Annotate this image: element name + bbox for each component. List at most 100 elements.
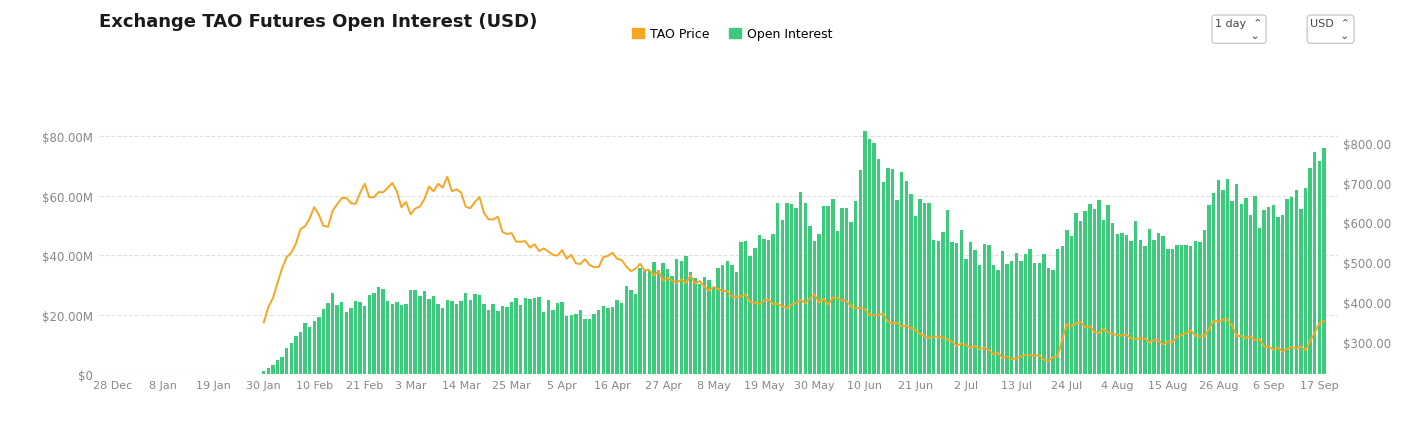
- Bar: [1239, 204, 1243, 374]
- Bar: [762, 240, 766, 374]
- Bar: [1194, 241, 1197, 374]
- Bar: [841, 208, 843, 374]
- Bar: [859, 171, 862, 374]
- Bar: [1286, 200, 1288, 374]
- Bar: [1111, 223, 1115, 374]
- Bar: [441, 308, 445, 374]
- Bar: [804, 204, 807, 374]
- Bar: [400, 306, 403, 374]
- Bar: [1028, 249, 1032, 374]
- Bar: [643, 272, 646, 374]
- Legend: TAO Price, Open Interest: TAO Price, Open Interest: [627, 24, 838, 46]
- Bar: [964, 260, 967, 374]
- Text: USD  ⌃
        ⌄: USD ⌃ ⌄: [1311, 19, 1350, 41]
- Bar: [601, 307, 605, 374]
- Bar: [684, 256, 687, 374]
- Bar: [298, 333, 303, 374]
- Text: Exchange TAO Futures Open Interest (USD): Exchange TAO Futures Open Interest (USD): [99, 13, 536, 31]
- Bar: [1217, 181, 1219, 374]
- Bar: [1231, 201, 1233, 374]
- Bar: [451, 301, 453, 374]
- Bar: [414, 291, 417, 374]
- Bar: [335, 306, 339, 374]
- Bar: [317, 317, 321, 374]
- Bar: [979, 266, 981, 374]
- Bar: [505, 308, 508, 374]
- Bar: [877, 159, 880, 374]
- Bar: [1139, 240, 1142, 374]
- Bar: [1125, 236, 1128, 374]
- Bar: [477, 295, 482, 374]
- Bar: [895, 201, 898, 374]
- Bar: [1060, 246, 1064, 374]
- Bar: [565, 317, 569, 374]
- Bar: [487, 310, 490, 374]
- Bar: [1276, 218, 1280, 374]
- Bar: [1226, 179, 1229, 374]
- Bar: [1253, 196, 1257, 374]
- Bar: [946, 211, 949, 374]
- Bar: [349, 308, 352, 374]
- Bar: [1312, 153, 1316, 374]
- Bar: [579, 310, 582, 374]
- Bar: [936, 241, 941, 374]
- Bar: [955, 243, 959, 374]
- Bar: [1157, 234, 1160, 374]
- Bar: [991, 266, 995, 374]
- Bar: [556, 303, 559, 374]
- Bar: [396, 302, 398, 374]
- Bar: [1115, 234, 1119, 374]
- Bar: [1121, 233, 1124, 374]
- Bar: [532, 298, 536, 374]
- Bar: [629, 290, 632, 374]
- Bar: [510, 303, 514, 374]
- Bar: [1064, 230, 1069, 374]
- Bar: [1249, 216, 1252, 374]
- Bar: [1074, 214, 1077, 374]
- Bar: [569, 315, 573, 374]
- Bar: [855, 202, 857, 374]
- Bar: [767, 241, 770, 374]
- Bar: [1015, 254, 1018, 374]
- Bar: [377, 287, 380, 374]
- Bar: [1019, 262, 1022, 374]
- Bar: [266, 368, 270, 374]
- Bar: [725, 261, 729, 374]
- Bar: [950, 242, 953, 374]
- Bar: [483, 304, 486, 374]
- Bar: [812, 242, 817, 374]
- Bar: [973, 251, 977, 374]
- Bar: [331, 293, 334, 374]
- Bar: [1281, 215, 1284, 374]
- Bar: [776, 203, 780, 374]
- Bar: [321, 310, 325, 374]
- Bar: [1235, 184, 1239, 374]
- Bar: [634, 295, 638, 374]
- Bar: [445, 300, 449, 374]
- Bar: [689, 273, 693, 374]
- Bar: [367, 296, 372, 374]
- Bar: [524, 298, 527, 374]
- Bar: [652, 263, 656, 374]
- Bar: [928, 203, 931, 374]
- Bar: [808, 227, 811, 374]
- Bar: [656, 270, 660, 374]
- Bar: [1038, 263, 1041, 374]
- Bar: [272, 365, 275, 374]
- Bar: [611, 307, 614, 374]
- Bar: [408, 291, 413, 374]
- Bar: [1290, 197, 1294, 374]
- Bar: [739, 243, 743, 374]
- Bar: [390, 304, 394, 374]
- Bar: [1294, 191, 1298, 374]
- Bar: [1245, 199, 1247, 374]
- Bar: [1129, 241, 1133, 374]
- Bar: [583, 319, 587, 374]
- Bar: [1152, 240, 1156, 374]
- Bar: [707, 280, 711, 374]
- Bar: [496, 311, 500, 374]
- Bar: [817, 235, 821, 374]
- Bar: [1221, 190, 1225, 374]
- Bar: [303, 323, 307, 374]
- Bar: [693, 278, 697, 374]
